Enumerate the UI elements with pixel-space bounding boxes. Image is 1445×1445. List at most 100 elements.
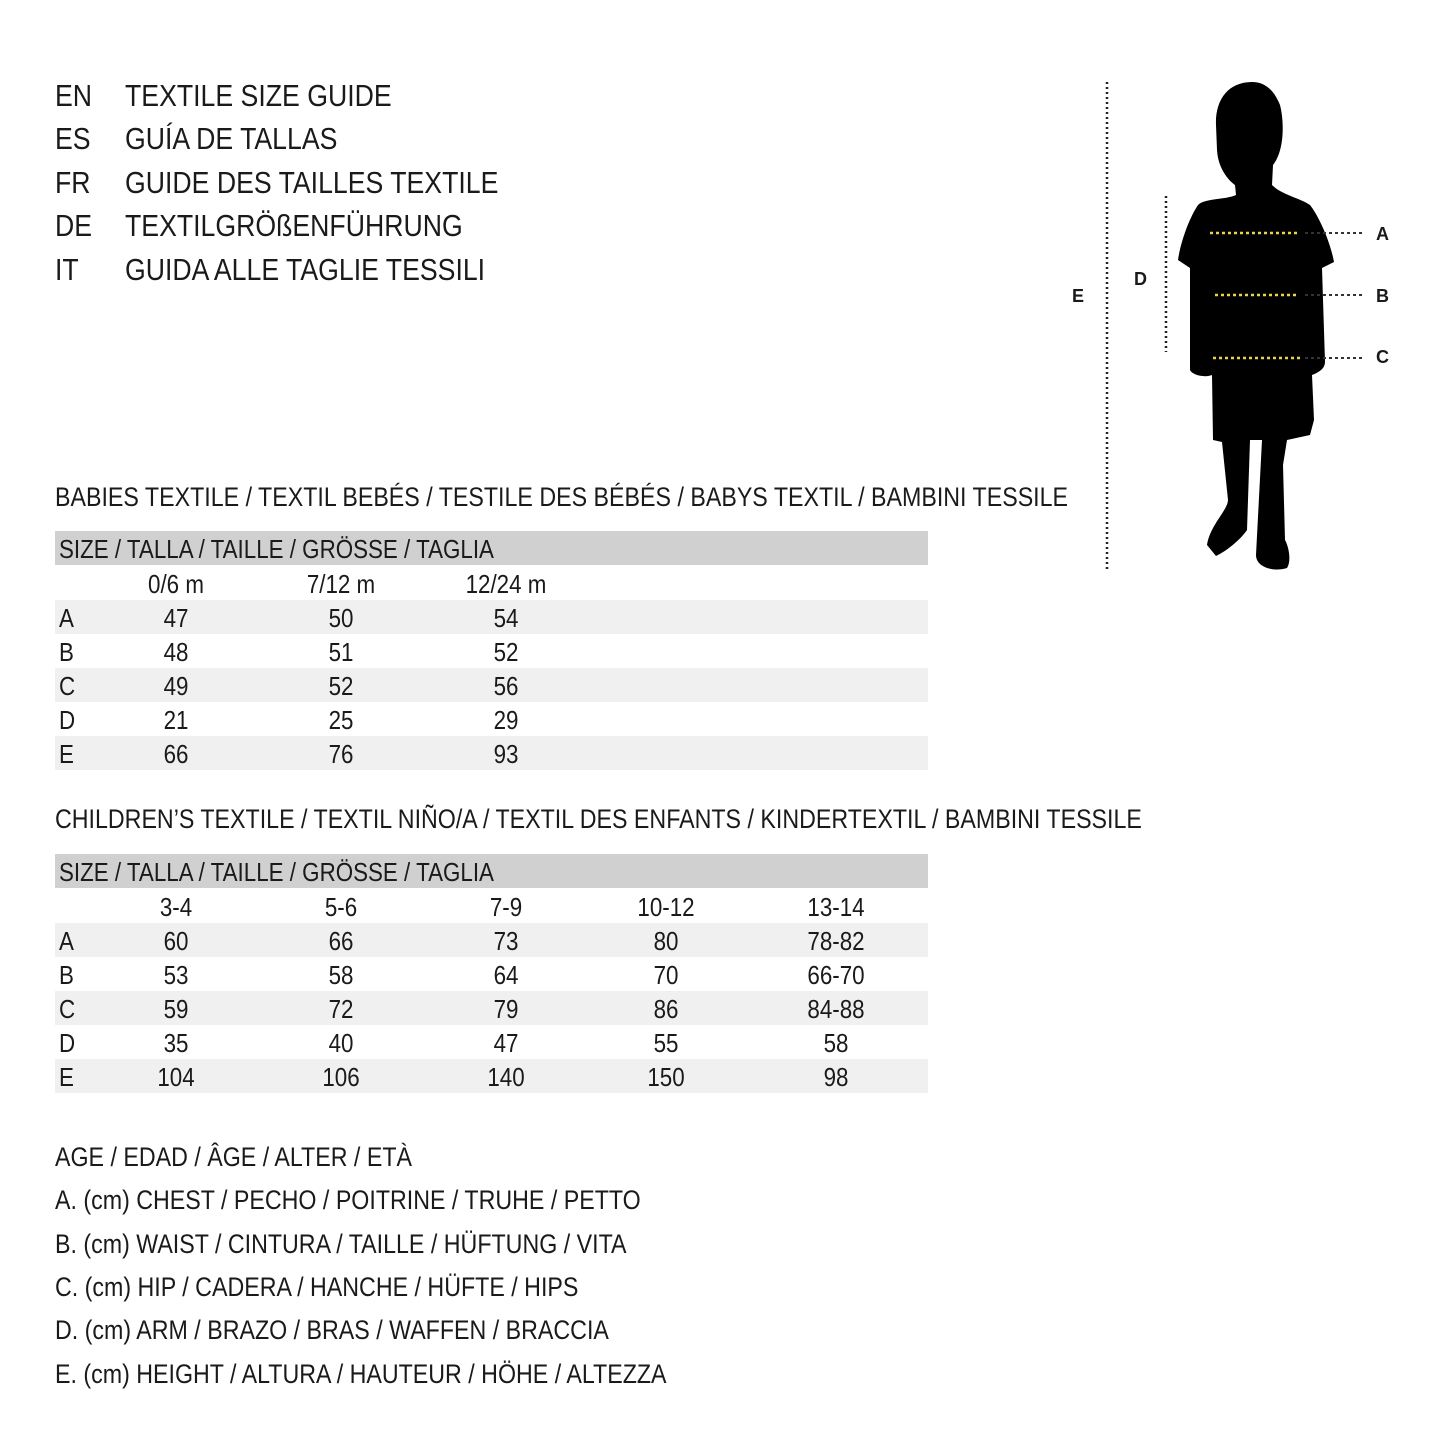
size-header-label: SIZE / TALLA / TAILLE / GRÖSSE / TAGLIA	[59, 857, 494, 887]
lang-code: EN	[55, 78, 93, 113]
title-text: GUIDA ALLE TAGLIE TESSILI	[125, 252, 486, 287]
table-cell: 53	[163, 960, 189, 990]
column-header: 10-12	[637, 892, 695, 922]
table-row: D 35 40 47 55 58	[55, 1025, 928, 1059]
table-cell: 29	[493, 705, 519, 735]
table-cell: 79	[493, 994, 519, 1024]
table-row: D 21 25 29	[55, 702, 928, 736]
title-text: GUÍA DE TALLAS	[125, 121, 338, 156]
column-header: 7-9	[489, 892, 523, 922]
table-cell: 106	[322, 1062, 360, 1092]
column-header-row: 0/6 m 7/12 m 12/24 m	[55, 566, 928, 600]
title-text: GUIDE DES TAILLES TEXTILE	[125, 165, 499, 200]
table-cell: 78-82	[807, 926, 865, 956]
legend-item: C. (cm) HIP / CADERA / HANCHE / HÜFTE / …	[55, 1272, 579, 1302]
table-cell: 52	[328, 671, 354, 701]
table-cell: 76	[328, 739, 354, 769]
table-cell: 140	[487, 1062, 525, 1092]
column-header: 5-6	[324, 892, 358, 922]
table-cell: 66-70	[807, 960, 865, 990]
row-label: A	[59, 926, 74, 956]
row-label: C	[59, 671, 76, 701]
table-row: E 66 76 93	[55, 736, 928, 770]
table-cell: 93	[493, 739, 519, 769]
table-cell: 104	[157, 1062, 195, 1092]
table-cell: 58	[823, 1028, 849, 1058]
legend-item: B. (cm) WAIST / CINTURA / TAILLE / HÜFTU…	[55, 1229, 627, 1259]
label-e: E	[1072, 286, 1085, 306]
table-cell: 84-88	[807, 994, 865, 1024]
row-label: D	[59, 705, 76, 735]
table-cell: 60	[163, 926, 189, 956]
table-cell: 48	[163, 637, 189, 667]
column-header-row: 3-4 5-6 7-9 10-12 13-14	[55, 889, 928, 923]
table-cell: 40	[328, 1028, 354, 1058]
table-cell: 73	[493, 926, 519, 956]
label-d: D	[1134, 269, 1147, 289]
label-b: B	[1376, 286, 1389, 306]
table-cell: 86	[653, 994, 679, 1024]
size-header-band: SIZE / TALLA / TAILLE / GRÖSSE / TAGLIA	[55, 854, 928, 888]
table-row: A 60 66 73 80 78-82	[55, 923, 928, 957]
column-header: 13-14	[807, 892, 865, 922]
silhouette-icon	[1178, 82, 1334, 570]
table-cell: 70	[653, 960, 679, 990]
table-row: E 104 106 140 150 98	[55, 1059, 928, 1093]
table-cell: 66	[163, 739, 189, 769]
column-header: 3-4	[159, 892, 193, 922]
table-cell: 66	[328, 926, 354, 956]
table-cell: 35	[163, 1028, 189, 1058]
title-text: TEXTILGRÖßENFÜHRUNG	[125, 208, 463, 243]
table-cell: 47	[163, 603, 189, 633]
children-heading: CHILDREN’S TEXTILE / TEXTIL NIÑO/A / TEX…	[55, 804, 1142, 834]
table-cell: 98	[823, 1062, 849, 1092]
size-header-band: SIZE / TALLA / TAILLE / GRÖSSE / TAGLIA	[55, 531, 928, 565]
title-text: TEXTILE SIZE GUIDE	[125, 78, 392, 113]
column-header: 0/6 m	[148, 569, 204, 599]
table-cell: 150	[647, 1062, 685, 1092]
row-label: E	[59, 1062, 74, 1092]
row-label: C	[59, 994, 76, 1024]
table-row: C 49 52 56	[55, 668, 928, 702]
row-label: B	[59, 637, 74, 667]
row-label: B	[59, 960, 74, 990]
table-cell: 54	[493, 603, 519, 633]
babies-heading: BABIES TEXTILE / TEXTIL BEBÉS / TESTILE …	[55, 482, 1069, 512]
table-cell: 21	[163, 705, 189, 735]
table-cell: 64	[493, 960, 519, 990]
child-silhouette-diagram	[1105, 82, 1362, 570]
table-cell: 51	[328, 637, 354, 667]
row-label: D	[59, 1028, 76, 1058]
row-label: E	[59, 739, 74, 769]
legend-item: A. (cm) CHEST / PECHO / POITRINE / TRUHE…	[55, 1185, 641, 1215]
table-row: B 48 51 52	[55, 634, 928, 668]
lang-code: IT	[55, 252, 79, 287]
lang-code: FR	[55, 165, 91, 200]
table-cell: 56	[493, 671, 519, 701]
table-cell: 58	[328, 960, 354, 990]
size-header-label: SIZE / TALLA / TAILLE / GRÖSSE / TAGLIA	[59, 534, 494, 564]
table-cell: 72	[328, 994, 354, 1024]
lang-code: ES	[55, 121, 91, 156]
table-cell: 47	[493, 1028, 519, 1058]
legend-item: E. (cm) HEIGHT / ALTURA / HAUTEUR / HÖHE…	[55, 1359, 667, 1389]
row-label: A	[59, 603, 74, 633]
legend-item: D. (cm) ARM / BRAZO / BRAS / WAFFEN / BR…	[55, 1315, 609, 1345]
column-header: 12/24 m	[465, 569, 547, 599]
legend-item: AGE / EDAD / ÂGE / ALTER / ETÀ	[55, 1142, 413, 1172]
table-cell: 80	[653, 926, 679, 956]
column-header: 7/12 m	[306, 569, 376, 599]
table-cell: 49	[163, 671, 189, 701]
table-cell: 55	[653, 1028, 679, 1058]
table-cell: 52	[493, 637, 519, 667]
label-c: C	[1376, 347, 1389, 367]
table-row: C 59 72 79 86 84-88	[55, 991, 928, 1025]
table-cell: 50	[328, 603, 354, 633]
table-cell: 25	[328, 705, 354, 735]
lang-code: DE	[55, 208, 93, 243]
label-a: A	[1376, 224, 1389, 244]
table-row: B 53 58 64 70 66-70	[55, 957, 928, 991]
table-row: A 47 50 54	[55, 600, 928, 634]
table-cell: 59	[163, 994, 189, 1024]
